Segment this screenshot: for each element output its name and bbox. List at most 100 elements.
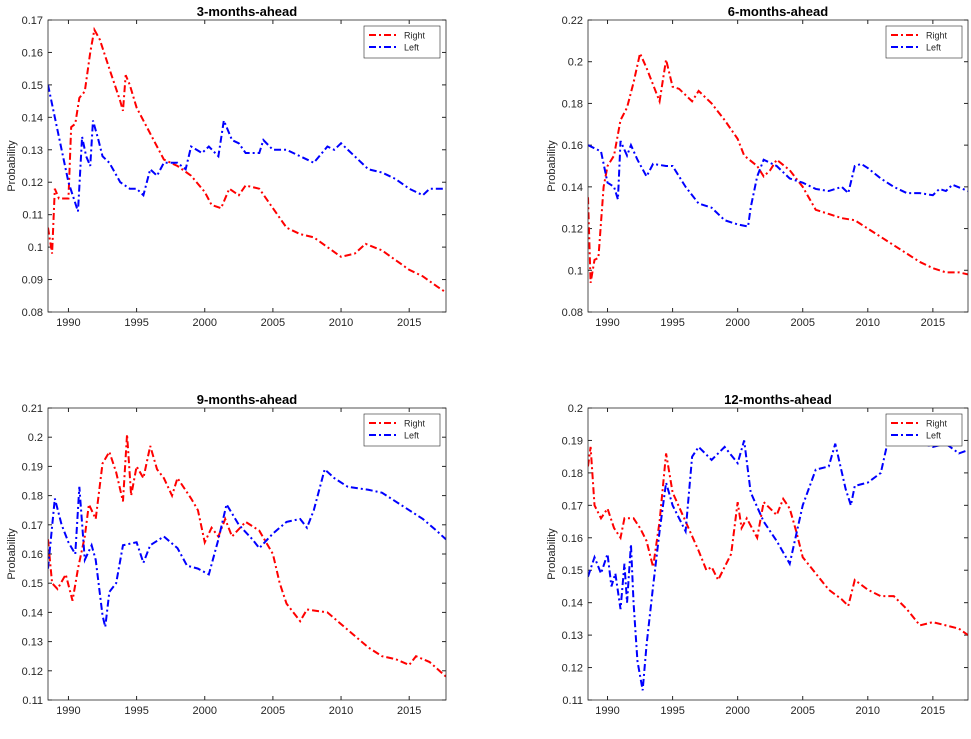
x-tick-label: 2010 (329, 317, 353, 329)
y-tick-label: 0.09 (22, 275, 43, 287)
y-tick-label: 0.18 (562, 98, 583, 110)
y-tick-label: 0.14 (22, 607, 43, 619)
y-tick-label: 0.12 (22, 666, 43, 678)
data-line (48, 26, 446, 294)
y-tick-label: 0.19 (22, 461, 43, 473)
subplot: 1990 1995 2000 2005 2010 2015 0.08 0.09 0.1 0.11 0… (6, 4, 447, 329)
legend-label: Left (926, 431, 942, 441)
x-tick-label: 2005 (790, 317, 814, 329)
y-tick-label: 0.12 (562, 224, 583, 236)
y-axis-label: Probability (546, 140, 558, 192)
legend-label: Left (404, 431, 420, 441)
y-tick-label: 0.13 (22, 145, 43, 157)
plot-area (48, 408, 446, 700)
y-tick-label: 0.08 (562, 307, 583, 319)
legend: Right Left (363, 25, 441, 59)
x-tick-label: 1990 (56, 705, 80, 717)
y-tick-label: 0.18 (22, 491, 43, 503)
y-axis-label: Probability (6, 528, 18, 580)
y-tick-label: 0.16 (562, 533, 583, 545)
axes-box (47, 407, 447, 701)
y-tick-label: 0.14 (22, 112, 43, 124)
axes-box (587, 19, 969, 313)
legend-label: Right (404, 31, 426, 41)
x-tick-label: 2015 (397, 317, 421, 329)
data-line (588, 50, 968, 283)
legend-label: Left (926, 43, 942, 53)
data-line (48, 434, 446, 678)
x-tick-label: 2015 (921, 317, 945, 329)
y-tick-label: 0.11 (22, 210, 43, 222)
legend-label: Right (926, 31, 948, 41)
x-tick-label: 2015 (397, 705, 421, 717)
chart-title: 3-months-ahead (197, 4, 297, 19)
x-tick-label: 1990 (595, 317, 619, 329)
y-tick-label: 0.15 (22, 80, 43, 92)
y-tick-label: 0.2 (568, 57, 583, 69)
y-tick-label: 0.16 (22, 549, 43, 561)
y-tick-label: 0.22 (562, 15, 583, 27)
x-tick-label: 2005 (261, 705, 285, 717)
x-tick-label: 2000 (725, 705, 749, 717)
data-line (48, 467, 446, 628)
x-tick-label: 1995 (660, 705, 684, 717)
legend-box (363, 413, 441, 447)
subplot: 1990 1995 2000 2005 2010 2015 0.08 0.1 0.12 0.14 0… (546, 4, 969, 329)
y-tick-label: 0.13 (22, 637, 43, 649)
chart-title: 6-months-ahead (728, 4, 828, 19)
y-tick-label: 0.08 (22, 307, 43, 319)
subplot: 1990 1995 2000 2005 2010 2015 0.11 0.12 0.13 0.14… (546, 392, 969, 717)
y-tick-label: 0.21 (22, 403, 43, 415)
y-tick-label: 0.2 (28, 432, 43, 444)
y-tick-label: 0.1 (28, 242, 43, 254)
data-line (48, 84, 446, 212)
x-tick-label: 2000 (725, 317, 749, 329)
y-tick-label: 0.1 (568, 265, 583, 277)
data-line (588, 436, 968, 691)
y-tick-label: 0.11 (562, 695, 583, 707)
y-tick-label: 0.14 (562, 598, 583, 610)
x-tick-label: 2010 (856, 705, 880, 717)
x-tick-label: 2015 (921, 705, 945, 717)
y-tick-label: 0.18 (562, 468, 583, 480)
legend: Right Left (363, 413, 441, 447)
x-tick-label: 2010 (329, 705, 353, 717)
chart-title: 9-months-ahead (197, 392, 297, 407)
y-tick-label: 0.12 (562, 663, 583, 675)
y-tick-label: 0.11 (22, 695, 43, 707)
legend: Right Left (885, 25, 963, 59)
y-tick-label: 0.17 (22, 15, 43, 27)
chart-title: 12-months-ahead (724, 392, 832, 407)
plot-area (48, 20, 446, 312)
y-axis-label: Probability (546, 528, 558, 580)
legend-box (885, 413, 963, 447)
y-tick-label: 0.16 (562, 140, 583, 152)
x-tick-label: 1995 (124, 317, 148, 329)
y-tick-label: 0.2 (568, 403, 583, 415)
legend-box (885, 25, 963, 59)
data-line (588, 446, 968, 636)
legend-label: Right (404, 419, 426, 429)
plot-area (588, 408, 968, 700)
y-tick-label: 0.17 (562, 500, 583, 512)
y-tick-label: 0.14 (562, 182, 583, 194)
y-tick-label: 0.16 (22, 47, 43, 59)
legend-label: Left (404, 43, 420, 53)
legend: Right Left (885, 413, 963, 447)
x-tick-label: 1995 (124, 705, 148, 717)
y-axis-label: Probability (6, 140, 18, 192)
x-tick-label: 1990 (56, 317, 80, 329)
x-tick-label: 2005 (790, 705, 814, 717)
x-tick-label: 2005 (261, 317, 285, 329)
y-tick-label: 0.13 (562, 630, 583, 642)
y-tick-label: 0.19 (562, 435, 583, 447)
x-tick-label: 2010 (856, 317, 880, 329)
axes-box (587, 407, 969, 701)
axes-box (47, 19, 447, 313)
x-tick-label: 2000 (193, 705, 217, 717)
legend-label: Right (926, 419, 948, 429)
y-tick-label: 0.17 (22, 520, 43, 532)
legend-box (363, 25, 441, 59)
subplot: 1990 1995 2000 2005 2010 2015 0.11 0.12 0.13 0.14… (6, 392, 447, 717)
